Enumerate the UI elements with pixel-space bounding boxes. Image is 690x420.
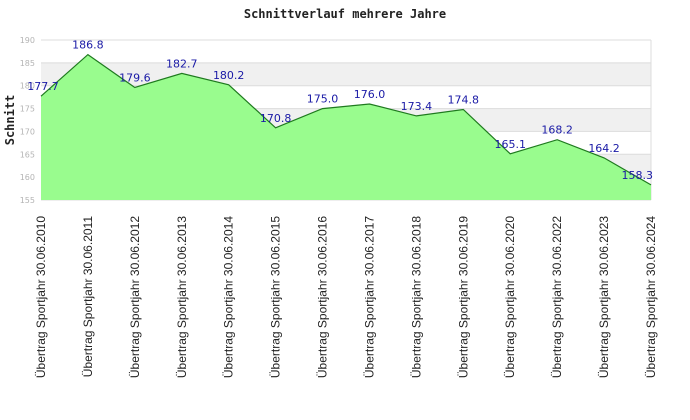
x-tick-label: Übertrag Sportjahr 30.06.2023	[597, 216, 611, 378]
data-label: 180.2	[213, 69, 245, 82]
x-tick-label: Übertrag Sportjahr 30.06.2011	[81, 216, 95, 378]
data-label: 170.8	[260, 112, 292, 125]
data-label: 158.3	[622, 169, 654, 182]
x-tick-label: Übertrag Sportjahr 30.06.2022	[550, 216, 564, 378]
data-label: 165.1	[494, 138, 526, 151]
y-tick-label: 160	[20, 173, 35, 182]
data-label: 182.7	[166, 57, 198, 70]
data-label: 173.4	[401, 100, 433, 113]
data-label: 176.0	[354, 88, 386, 101]
plot-area	[40, 53, 652, 200]
x-tick-label: Übertrag Sportjahr 30.06.2018	[409, 216, 423, 378]
data-label: 164.2	[588, 142, 620, 155]
data-label: 174.8	[448, 93, 480, 106]
y-axis-ticks: 155 160 165 170 175 180 185 190	[20, 36, 35, 205]
y-tick-label: 175	[20, 105, 35, 114]
x-tick-label: Übertrag Sportjahr 30.06.2024	[644, 216, 658, 378]
y-axis-label: Schnitt	[3, 95, 17, 146]
x-tick-label: Übertrag Sportjahr 30.06.2015	[269, 216, 283, 378]
y-tick-label: 190	[20, 36, 35, 45]
data-label: 179.6	[119, 72, 151, 85]
y-tick-label: 170	[20, 127, 35, 136]
series-area-fill	[41, 54, 651, 200]
data-label: 177.7	[27, 80, 59, 93]
x-tick-label: Übertrag Sportjahr 30.06.2014	[222, 216, 236, 378]
x-axis-ticks: Übertrag Sportjahr 30.06.2010 Übertrag Sp…	[34, 216, 658, 378]
data-label: 168.2	[541, 124, 573, 137]
x-tick-label: Übertrag Sportjahr 30.06.2013	[175, 216, 189, 378]
series-line	[40, 53, 652, 186]
x-tick-label: Übertrag Sportjahr 30.06.2012	[128, 216, 142, 378]
data-label: 186.8	[72, 39, 104, 52]
x-tick-label: Übertrag Sportjahr 30.06.2017	[363, 216, 377, 378]
x-tick-label: Übertrag Sportjahr 30.06.2020	[503, 216, 517, 378]
y-tick-label: 180	[20, 82, 35, 91]
data-label: 175.0	[307, 93, 339, 106]
x-tick-label: Übertrag Sportjahr 30.06.2010	[34, 216, 48, 378]
y-tick-label: 185	[20, 59, 35, 68]
x-tick-label: Übertrag Sportjahr 30.06.2019	[456, 216, 470, 378]
x-tick-label: Übertrag Sportjahr 30.06.2016	[316, 216, 330, 378]
data-labels: 177.7 186.8 179.6 182.7 180.2 170.8 175.0 176.0…	[27, 39, 653, 182]
y-tick-label: 165	[20, 150, 35, 159]
chart-title: Schnittverlauf mehrere Jahre	[244, 7, 446, 21]
y-tick-label: 155	[20, 196, 35, 205]
